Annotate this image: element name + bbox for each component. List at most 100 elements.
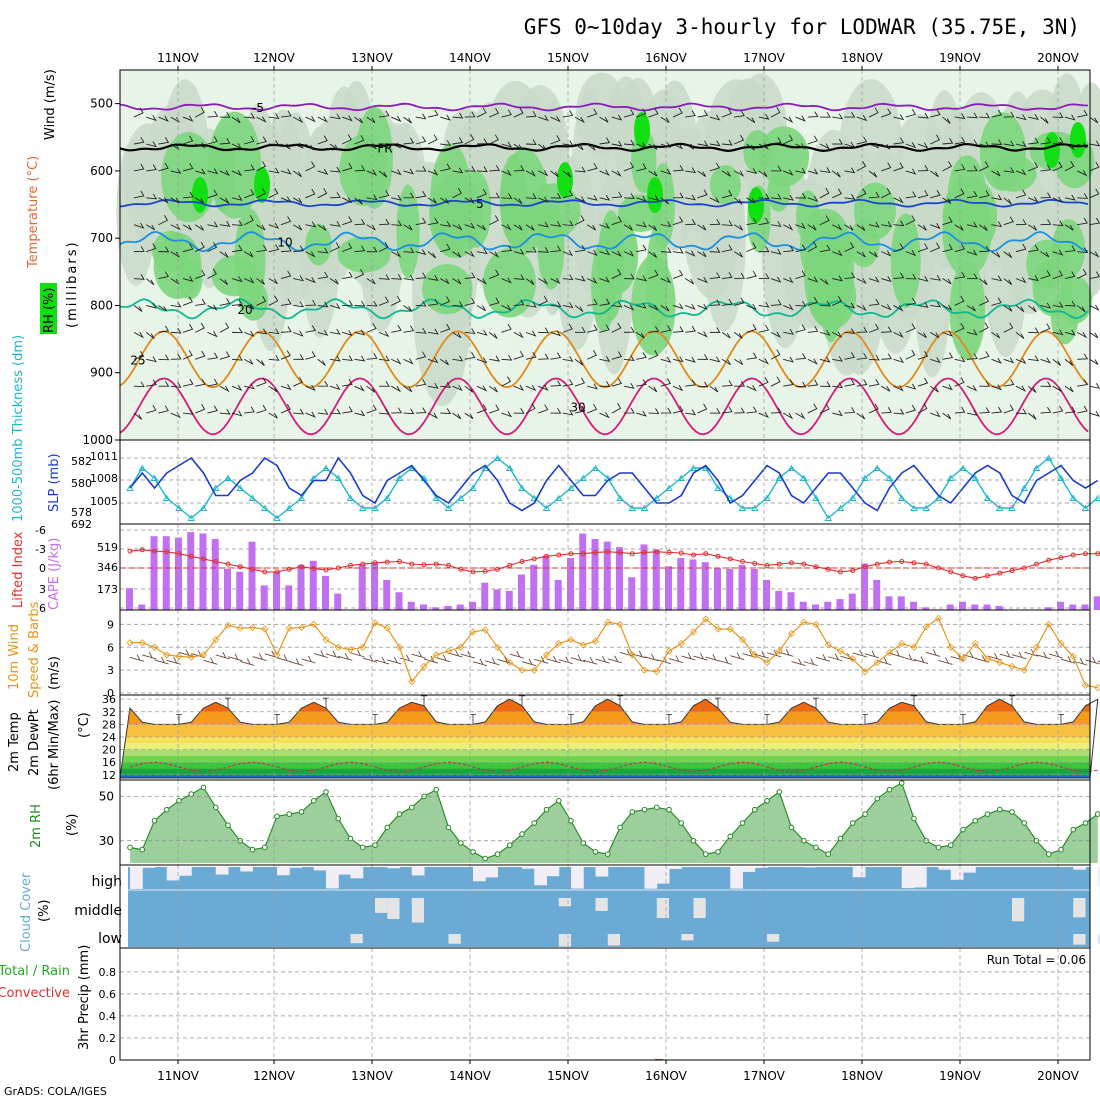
wind-barb bbox=[329, 192, 341, 199]
wind-barb bbox=[636, 352, 647, 360]
cloud-high-gap bbox=[914, 867, 927, 888]
wind-barb bbox=[525, 301, 537, 308]
wind-barb bbox=[1077, 142, 1088, 149]
cloud-level-high: high bbox=[91, 874, 122, 890]
thickness-point bbox=[714, 484, 722, 491]
wind-barb-10m bbox=[350, 649, 365, 658]
wind-speed-point bbox=[346, 646, 355, 654]
wind-barb bbox=[219, 220, 231, 227]
x-tick-top-4: 15NOV bbox=[547, 51, 589, 65]
wind-barb bbox=[244, 189, 255, 199]
wind-barb bbox=[979, 351, 990, 360]
cape-bar bbox=[518, 574, 525, 610]
wind-barb bbox=[1040, 219, 1052, 226]
wind-barb bbox=[660, 142, 672, 149]
wind-barb bbox=[378, 170, 388, 178]
cape-bar bbox=[224, 569, 231, 610]
cloud-high-gap bbox=[742, 867, 756, 872]
thickness-point bbox=[469, 484, 477, 491]
wind-barb bbox=[856, 412, 866, 420]
li-point bbox=[507, 562, 513, 568]
wind-barb bbox=[942, 137, 954, 145]
wind-barb bbox=[182, 224, 192, 231]
wind-barb bbox=[954, 271, 966, 279]
thickness-tick-582: 582 bbox=[71, 455, 92, 468]
cloud-mid-gap bbox=[693, 898, 706, 919]
wind-barb bbox=[807, 297, 818, 306]
cloud-high-gap bbox=[571, 867, 584, 889]
li-point bbox=[458, 566, 464, 572]
cape-bar bbox=[787, 592, 795, 610]
wind-barb bbox=[170, 143, 180, 150]
thickness-point bbox=[885, 474, 894, 481]
wind-barb bbox=[697, 303, 708, 310]
rh2m-point bbox=[715, 849, 721, 855]
wind-barb bbox=[966, 353, 978, 360]
wind-barb bbox=[1040, 251, 1050, 258]
wind-barb bbox=[268, 140, 280, 146]
thickness-point bbox=[530, 494, 539, 501]
wind-barb bbox=[795, 300, 807, 307]
li-point bbox=[1083, 551, 1088, 557]
cape-bar bbox=[432, 607, 440, 610]
wind-barb bbox=[734, 134, 745, 145]
cape-bar bbox=[750, 569, 758, 610]
wind-speed-point bbox=[371, 619, 379, 627]
wind-barb-10m bbox=[644, 653, 659, 662]
wind-barb bbox=[244, 303, 255, 310]
cloud-ylabel-2: (%) bbox=[37, 900, 52, 923]
wind-barb bbox=[378, 296, 389, 306]
thickness-point bbox=[248, 494, 257, 501]
wind-barb bbox=[832, 113, 844, 120]
wind-barb bbox=[917, 275, 929, 282]
wind-barb bbox=[917, 190, 929, 199]
wind-barb-10m bbox=[387, 656, 402, 665]
thickness-point bbox=[1081, 504, 1090, 511]
thickness-point bbox=[493, 454, 502, 461]
wind-barb-10m bbox=[411, 650, 426, 659]
wind-barb bbox=[293, 116, 304, 124]
wind-barb bbox=[1028, 196, 1039, 203]
li-point bbox=[593, 549, 598, 555]
wind-barb bbox=[917, 165, 929, 172]
wind-barb bbox=[440, 408, 452, 414]
wind-barb bbox=[538, 327, 550, 334]
wind-barb bbox=[832, 224, 843, 231]
wind-barb bbox=[966, 139, 978, 146]
wind-barb bbox=[207, 405, 218, 414]
x-tick-top-6: 17NOV bbox=[743, 51, 785, 65]
wind-barb bbox=[133, 412, 143, 420]
wind-barb bbox=[170, 251, 180, 258]
li-point bbox=[384, 559, 390, 565]
rh2m-point bbox=[310, 797, 317, 804]
wind-barb bbox=[538, 170, 549, 177]
wind-barb bbox=[391, 169, 402, 176]
thickness-point bbox=[150, 474, 159, 481]
wind-barb bbox=[158, 305, 168, 312]
wind-barb bbox=[231, 169, 243, 177]
wind-barb bbox=[1015, 141, 1027, 148]
wind-barb bbox=[660, 247, 672, 253]
wind-barb bbox=[207, 378, 219, 387]
wind-barb bbox=[844, 379, 856, 387]
wind-barb bbox=[182, 191, 194, 199]
cape-bar bbox=[126, 588, 133, 610]
wind-barb bbox=[770, 165, 782, 172]
li-point bbox=[176, 551, 182, 557]
wind-barb bbox=[966, 273, 978, 280]
wind-barb bbox=[158, 354, 170, 361]
li-point bbox=[642, 549, 647, 555]
wind-barb bbox=[452, 251, 462, 258]
thickness-point bbox=[346, 494, 355, 501]
cloud-high-gap bbox=[130, 867, 143, 889]
wind-barb bbox=[476, 224, 486, 231]
wind-barb bbox=[342, 162, 353, 172]
thickness-point bbox=[787, 464, 796, 471]
wind-speed-point bbox=[1069, 652, 1077, 660]
wind-barb bbox=[599, 276, 610, 283]
precip-ylabel-total: Total / Rain bbox=[0, 964, 70, 979]
wind-barb bbox=[660, 407, 672, 414]
wind-barb bbox=[991, 170, 1001, 177]
wind-barb bbox=[770, 331, 782, 338]
x-tick-top-3: 14NOV bbox=[449, 51, 491, 65]
